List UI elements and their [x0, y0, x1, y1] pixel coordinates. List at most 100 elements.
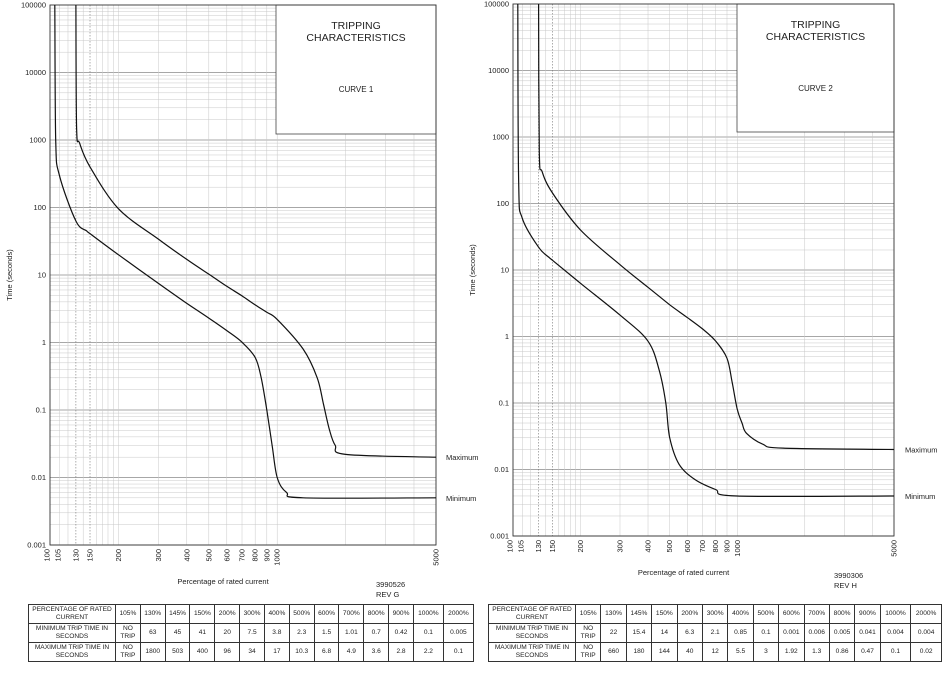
y-tick-label: 10000	[25, 68, 46, 77]
x-tick-label: 400	[644, 540, 653, 553]
x-tick-label: 600	[683, 540, 692, 553]
table-cell: 600%	[778, 604, 805, 624]
table-cell: 96	[214, 642, 241, 662]
doc-number: 3990306	[834, 571, 863, 580]
x-tick-label: 130	[71, 549, 80, 562]
title-box	[275, 4, 437, 135]
table-cell: 40	[676, 642, 703, 662]
table-cell: 1.5	[313, 623, 340, 643]
x-tick-label: 1000	[733, 540, 742, 557]
table-cell: 144	[651, 642, 678, 662]
doc-number: 3990526	[376, 580, 405, 589]
chart-title-line-2: CHARACTERISTICS	[306, 32, 405, 44]
revision: REV H	[834, 581, 857, 590]
y-tick-label: 100000	[484, 0, 509, 9]
table-cell: 800%	[828, 604, 856, 624]
table-cell: 3.6	[363, 642, 390, 662]
x-axis-label: Percentage of rated current	[638, 568, 730, 577]
x-tick-label: 600	[222, 549, 231, 562]
curve-label: CURVE 2	[798, 84, 833, 93]
table-cell: 800%	[363, 604, 390, 624]
table-cell: 0.7	[363, 623, 390, 643]
table-cell: 700%	[803, 604, 830, 624]
x-tick-label: 1000	[273, 549, 282, 566]
table-cell: 500%	[752, 604, 780, 624]
x-tick-label: 150	[86, 549, 95, 562]
table-cell: 400%	[727, 604, 754, 624]
series-label-minimum: Minimum	[446, 494, 476, 503]
table-cell: 1.92	[778, 642, 805, 662]
percent-row: PERCENTAGE OF RATED CURRENT 105% 130% 145% 1…	[488, 604, 942, 624]
table-cell: 200%	[676, 604, 703, 624]
x-tick-label: 5000	[890, 540, 899, 557]
revision: REV G	[376, 590, 400, 599]
table-cell: 0.006	[803, 623, 830, 643]
table-cell: 0.005	[442, 623, 475, 643]
row-header: MAXIMUM TRIP TIME IN SECONDS	[28, 642, 116, 662]
table-cell: 0.02	[910, 642, 942, 662]
table-cell: NO TRIP	[115, 642, 141, 662]
table-cell: 12	[701, 642, 729, 662]
table-cell: 22	[600, 623, 627, 643]
table-cell: 145%	[164, 604, 191, 624]
plot-frame	[512, 3, 895, 537]
table-cell: 0.004	[879, 623, 912, 643]
x-tick-label: 900	[722, 540, 731, 553]
series-label-maximum: Maximum	[446, 453, 479, 462]
min-trip-row: MINIMUM TRIP TIME IN SECONDS NO TRIP 63 45 41…	[28, 623, 475, 643]
table-cell: 1.01	[338, 623, 365, 643]
table-cell: 2.2	[412, 642, 444, 662]
table-cell: 300%	[701, 604, 729, 624]
table-cell: 300%	[239, 604, 265, 624]
table-cell: 34	[239, 642, 265, 662]
table-cell: 1000%	[412, 604, 444, 624]
series-label-maximum: Maximum	[905, 445, 938, 454]
table-cell: 10.3	[288, 642, 315, 662]
min-trip-row: MINIMUM TRIP TIME IN SECONDS NO TRIP 22 15.4…	[488, 623, 942, 643]
y-tick-label: 1	[42, 338, 46, 347]
series-line-minimum	[54, 4, 437, 499]
table-cell: 900%	[388, 604, 414, 624]
table-cell: 17	[263, 642, 290, 662]
table-cell: NO TRIP	[574, 623, 602, 643]
table-cell: 150%	[651, 604, 678, 624]
table-cell: 2000%	[442, 604, 475, 624]
y-tick-label: 10000	[488, 66, 509, 75]
x-tick-label: 700	[698, 540, 707, 553]
x-tick-label: 800	[251, 549, 260, 562]
grid	[512, 4, 895, 537]
table-cell: 2000%	[910, 604, 942, 624]
table-cell: 150%	[189, 604, 216, 624]
x-tick-label: 105	[516, 540, 525, 553]
table-cell: 63	[139, 623, 166, 643]
y-tick-label: 0.01	[31, 473, 46, 482]
trip-time-table-2: PERCENTAGE OF RATED CURRENT 105% 130% 145% 1…	[488, 604, 942, 662]
table-cell: 5.5	[727, 642, 754, 662]
table-cell: 0.041	[854, 623, 881, 643]
row-header: PERCENTAGE OF RATED CURRENT	[28, 604, 116, 624]
table-cell: 660	[600, 642, 627, 662]
y-axis-label: Time (seconds)	[468, 244, 477, 296]
x-tick-label: 130	[534, 540, 543, 553]
table-cell: 41	[189, 623, 216, 643]
series-line-maximum	[538, 3, 895, 451]
table-cell: 900%	[854, 604, 881, 624]
trip-time-table-1: PERCENTAGE OF RATED CURRENT 105% 130% 145% 1…	[28, 604, 475, 662]
table-cell: 1.3	[803, 642, 830, 662]
plot-frame	[49, 4, 437, 546]
table-cell: 0.1	[879, 642, 912, 662]
row-header: MINIMUM TRIP TIME IN SECONDS	[488, 623, 576, 643]
grid	[49, 5, 437, 546]
x-tick-label: 150	[548, 540, 557, 553]
x-tick-label: 100	[506, 540, 515, 553]
table-cell: 0.86	[828, 642, 856, 662]
y-tick-label: 0.001	[490, 532, 509, 541]
table-cell: 503	[164, 642, 191, 662]
y-tick-label: 10	[38, 271, 46, 280]
y-tick-label: 0.001	[27, 541, 46, 550]
table-cell: 0.1	[752, 623, 780, 643]
x-tick-label: 400	[182, 549, 191, 562]
table-cell: 14	[651, 623, 678, 643]
table-cell: 130%	[600, 604, 627, 624]
